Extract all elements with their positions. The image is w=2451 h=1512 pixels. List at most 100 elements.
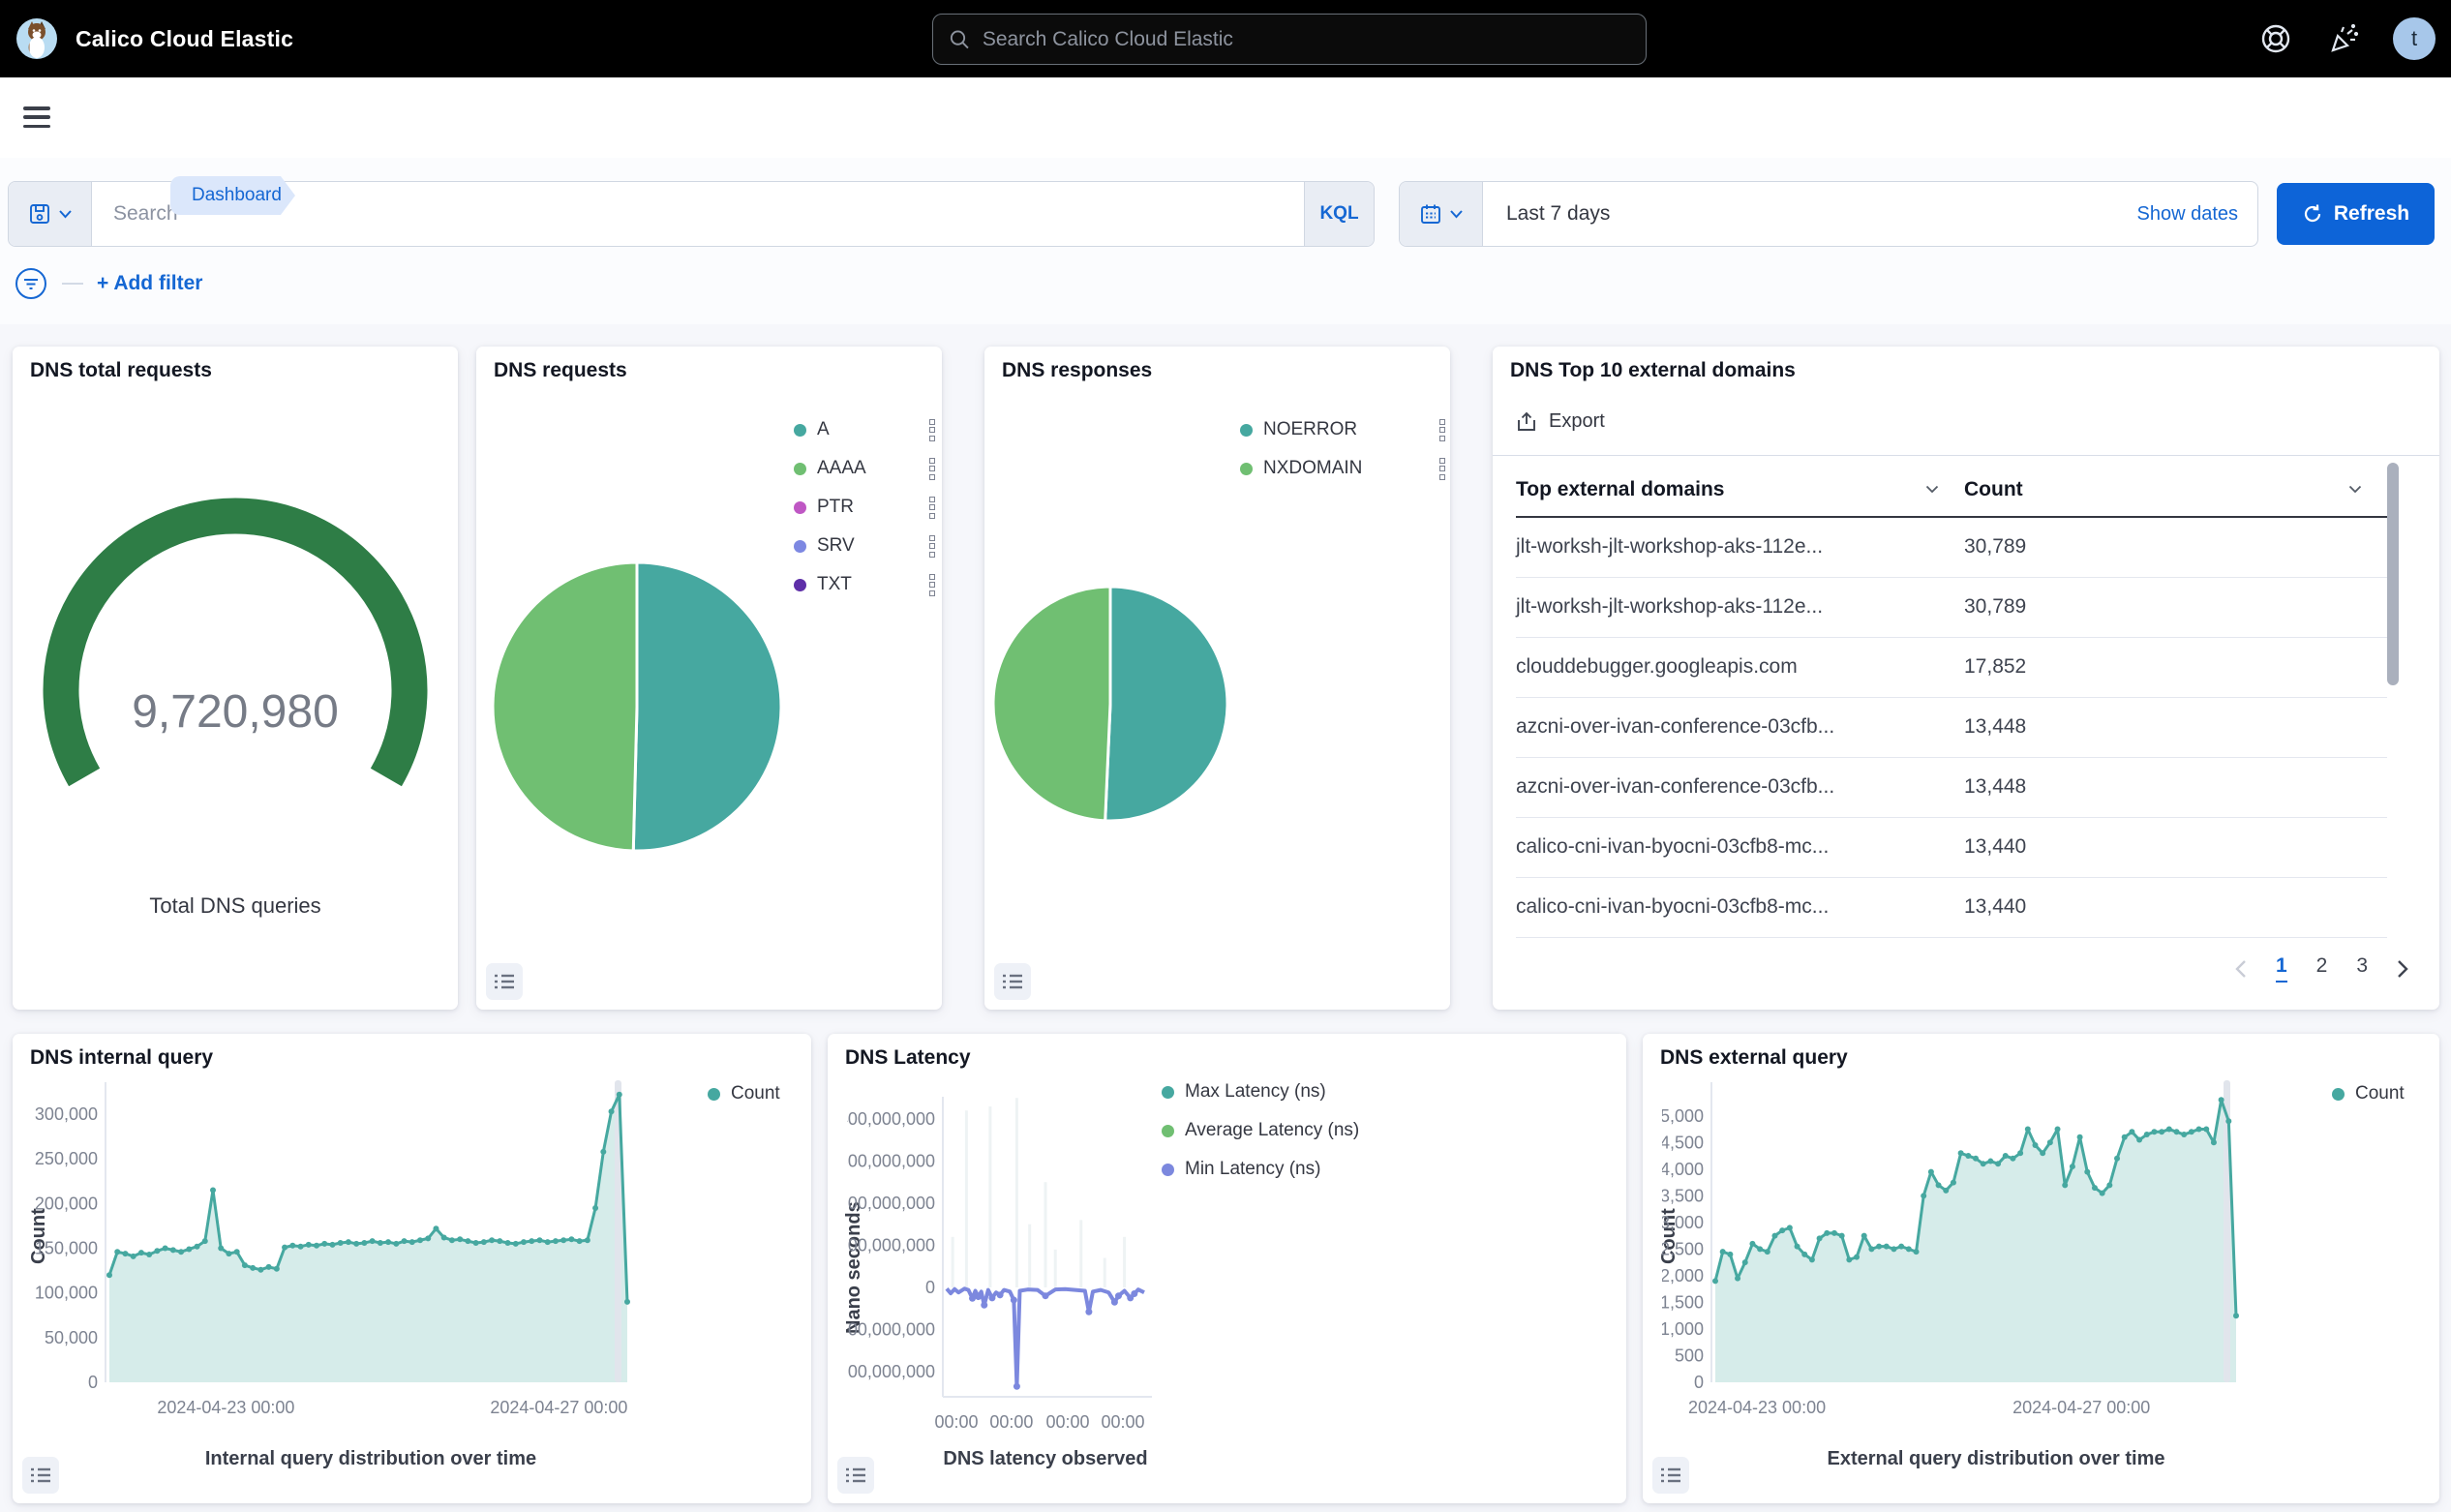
legend: Count: [2332, 1074, 2429, 1113]
legend-toggle-icon[interactable]: [1652, 1457, 1689, 1494]
legend-toggle-icon[interactable]: [837, 1457, 874, 1494]
previous-page-icon[interactable]: [2235, 959, 2247, 979]
svg-text:1,500: 1,500: [1662, 1292, 1704, 1312]
news-party-popper-icon[interactable]: [2325, 21, 2360, 56]
date-quick-menu[interactable]: [1400, 182, 1483, 246]
legend-item-txt[interactable]: TXT: [794, 565, 935, 604]
filter-icon[interactable]: [14, 266, 48, 301]
table-row[interactable]: jlt-worksh-jlt-workshop-aks-112e...30,78…: [1516, 577, 2387, 637]
internal-query-chart[interactable]: 050,000100,000150,000200,000250,000300,0…: [32, 1068, 710, 1455]
panel-dns-latency: DNS Latency Max Latency (ns)Average Late…: [828, 1034, 1626, 1503]
cell-domain: calico-cni-ivan-byocni-03cfb8-mc...: [1516, 817, 1964, 877]
legend-toggle-icon[interactable]: [994, 963, 1031, 1000]
svg-text:200,000,000: 200,000,000: [847, 1194, 935, 1213]
column-header-domains[interactable]: Top external domains: [1516, 463, 1964, 517]
panel-title: DNS Latency: [845, 1046, 971, 1070]
svg-text:00:00: 00:00: [1101, 1412, 1144, 1432]
menu-hamburger-icon[interactable]: [23, 106, 50, 128]
svg-text:0: 0: [88, 1373, 98, 1392]
svg-text:150,000: 150,000: [35, 1239, 98, 1258]
refresh-button[interactable]: Refresh: [2277, 183, 2435, 245]
svg-text:00:00: 00:00: [989, 1412, 1033, 1432]
x-axis-title: External query distribution over time: [1681, 1448, 2311, 1470]
cell-count: 13,440: [1964, 817, 2387, 877]
legend-actions-icon[interactable]: [929, 497, 935, 519]
legend-actions-icon[interactable]: [929, 574, 935, 596]
legend-dot-icon: [794, 424, 806, 437]
column-header-count[interactable]: Count: [1964, 463, 2387, 517]
query-zone: KQL Last 7 days Show dates Refresh: [0, 158, 2451, 324]
time-range-value[interactable]: Last 7 days: [1506, 202, 2136, 226]
cell-count: 30,789: [1964, 577, 2387, 637]
cell-domain: jlt-worksh-jlt-workshop-aks-112e...: [1516, 517, 1964, 577]
svg-text:300,000: 300,000: [35, 1104, 98, 1124]
legend-label: SRV: [817, 535, 905, 557]
calendar-icon: [1419, 202, 1442, 226]
legend-actions-icon[interactable]: [929, 458, 935, 480]
legend-item-noerror[interactable]: NOERROR: [1240, 410, 1445, 449]
legend: Count: [708, 1074, 804, 1113]
calico-logo[interactable]: [15, 17, 58, 60]
dns-responses-pie-chart[interactable]: [989, 583, 1231, 825]
dns-requests-pie-chart[interactable]: [487, 557, 787, 857]
legend-item-aaaa[interactable]: AAAA: [794, 449, 935, 488]
legend-item-count[interactable]: Count: [2332, 1074, 2429, 1113]
external-query-chart[interactable]: 05001,0001,5002,0002,5003,0003,5004,0004…: [1662, 1068, 2340, 1455]
legend-actions-icon[interactable]: [1439, 419, 1445, 441]
cell-domain: calico-cni-ivan-byocni-03cfb8-mc...: [1516, 877, 1964, 937]
panel-dns-total-requests: DNS total requests 9,720,980 Total DNS q…: [13, 347, 458, 1010]
chevron-down-icon: [2348, 485, 2362, 494]
legend-item-srv[interactable]: SRV: [794, 527, 935, 565]
page-number-2[interactable]: 2: [2316, 954, 2328, 983]
legend-label: NXDOMAIN: [1263, 458, 1415, 479]
save-icon: [28, 202, 51, 226]
legend-label: Count: [731, 1083, 804, 1104]
total-requests-gauge: 9,720,980: [13, 400, 458, 903]
legend: NOERROR NXDOMAIN: [1240, 410, 1445, 488]
legend-label: PTR: [817, 497, 905, 518]
table-row[interactable]: calico-cni-ivan-byocni-03cfb8-mc...13,44…: [1516, 877, 2387, 937]
show-dates-link[interactable]: Show dates: [2136, 203, 2238, 226]
legend-dot-icon: [794, 540, 806, 553]
legend-actions-icon[interactable]: [929, 419, 935, 441]
next-page-icon[interactable]: [2397, 959, 2408, 979]
page-number-1[interactable]: 1: [2276, 954, 2287, 983]
help-icon[interactable]: [2259, 22, 2292, 55]
table-row[interactable]: jlt-worksh-jlt-workshop-aks-112e...30,78…: [1516, 517, 2387, 577]
add-filter-button[interactable]: + Add filter: [97, 272, 202, 295]
breadcrumb-dashboard[interactable]: Dashboard: [170, 176, 295, 215]
svg-text:100,000,000: 100,000,000: [847, 1236, 935, 1255]
latency-chart[interactable]: 400,000,000300,000,000200,000,000100,000…: [847, 1068, 1525, 1455]
legend-dot-icon: [794, 463, 806, 475]
legend-toggle-icon[interactable]: [22, 1457, 59, 1494]
global-search[interactable]: [932, 14, 1647, 65]
table-row[interactable]: azcni-over-ivan-conference-03cfb...13,44…: [1516, 697, 2387, 757]
table-row[interactable]: azcni-over-ivan-conference-03cfb...13,44…: [1516, 757, 2387, 817]
legend-dot-icon: [1240, 424, 1253, 437]
global-search-input[interactable]: [983, 28, 1630, 51]
legend-item-a[interactable]: A: [794, 410, 935, 449]
refresh-icon: [2302, 203, 2323, 225]
table-row[interactable]: calico-cni-ivan-byocni-03cfb8-mc...13,44…: [1516, 817, 2387, 877]
x-axis-title: Internal query distribution over time: [71, 1448, 671, 1470]
page-number-3[interactable]: 3: [2356, 954, 2368, 983]
svg-text:2,500: 2,500: [1662, 1239, 1704, 1258]
svg-text:3,500: 3,500: [1662, 1186, 1704, 1205]
cell-count: 13,448: [1964, 757, 2387, 817]
legend-actions-icon[interactable]: [929, 535, 935, 558]
legend-item-nxdomain[interactable]: NXDOMAIN: [1240, 449, 1445, 488]
svg-text:2024-04-27 00:00: 2024-04-27 00:00: [2012, 1398, 2150, 1417]
saved-query-menu[interactable]: [9, 182, 92, 246]
export-button[interactable]: Export: [1516, 410, 1605, 433]
legend-toggle-icon[interactable]: [486, 963, 523, 1000]
legend-item-ptr[interactable]: PTR: [794, 488, 935, 527]
kql-language-button[interactable]: KQL: [1304, 182, 1374, 246]
table-scrollbar[interactable]: [2387, 463, 2399, 685]
user-avatar[interactable]: t: [2393, 17, 2436, 60]
svg-text:1,000: 1,000: [1662, 1319, 1704, 1339]
legend-actions-icon[interactable]: [1439, 458, 1445, 480]
domains-table: Top external domains Count jlt-worksh-jl…: [1516, 463, 2387, 938]
table-row[interactable]: clouddebugger.googleapis.com17,852: [1516, 637, 2387, 697]
legend-item-count[interactable]: Count: [708, 1074, 804, 1113]
panel-dns-internal-query: DNS internal query Count Count 050,00010…: [13, 1034, 811, 1503]
